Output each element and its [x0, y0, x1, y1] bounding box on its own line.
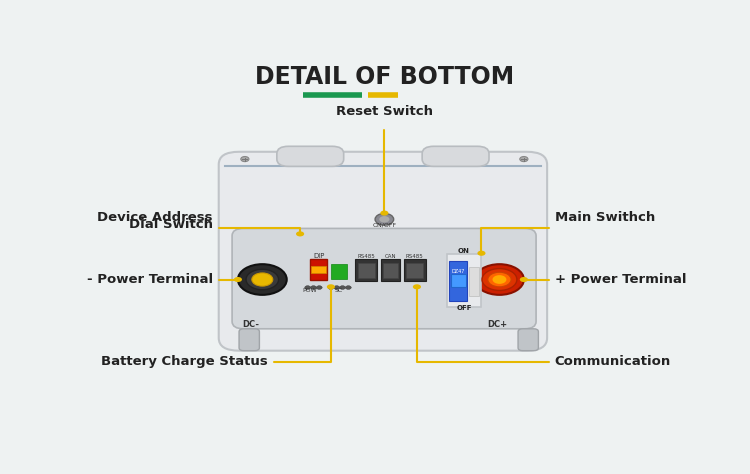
Circle shape: [520, 156, 528, 162]
Circle shape: [246, 269, 278, 290]
FancyBboxPatch shape: [518, 329, 538, 351]
Bar: [383, 263, 398, 278]
Circle shape: [252, 273, 273, 286]
Circle shape: [380, 216, 389, 222]
Bar: [406, 263, 423, 278]
Text: DC-: DC-: [242, 319, 260, 328]
Bar: [404, 259, 426, 282]
Bar: [449, 261, 467, 301]
Bar: [311, 265, 326, 273]
Bar: [451, 274, 466, 287]
Text: RS485: RS485: [358, 255, 375, 259]
Text: ON/OFF: ON/OFF: [372, 222, 397, 227]
Text: ON: ON: [458, 248, 470, 255]
Text: - Power Terminal: - Power Terminal: [87, 273, 213, 286]
Text: DETAIL OF BOTTOM: DETAIL OF BOTTOM: [255, 65, 514, 89]
Text: DIP: DIP: [313, 253, 325, 259]
Circle shape: [234, 277, 242, 282]
Circle shape: [328, 286, 334, 289]
Circle shape: [334, 286, 340, 289]
Text: Dial Switch: Dial Switch: [129, 218, 213, 231]
Circle shape: [327, 284, 335, 289]
FancyBboxPatch shape: [232, 228, 536, 329]
Circle shape: [310, 286, 316, 289]
Text: SC: SC: [335, 288, 344, 293]
Circle shape: [238, 264, 286, 295]
Bar: [331, 264, 347, 279]
Text: CAN: CAN: [384, 255, 396, 259]
Circle shape: [488, 272, 511, 287]
Text: POW: POW: [302, 288, 317, 293]
Text: OFF: OFF: [456, 305, 472, 311]
Text: Communication: Communication: [555, 355, 671, 368]
Circle shape: [493, 275, 506, 284]
Bar: [310, 259, 328, 280]
Circle shape: [380, 210, 388, 216]
Text: DC+: DC+: [488, 319, 508, 328]
Circle shape: [304, 286, 310, 289]
Text: Battery Charge Status: Battery Charge Status: [101, 355, 268, 368]
Bar: [358, 263, 375, 278]
Circle shape: [477, 251, 485, 256]
Circle shape: [316, 286, 322, 289]
Bar: [446, 254, 482, 307]
FancyBboxPatch shape: [239, 329, 260, 351]
FancyBboxPatch shape: [422, 146, 489, 166]
Text: DZ47: DZ47: [452, 269, 465, 274]
Circle shape: [340, 286, 346, 289]
Circle shape: [475, 264, 524, 295]
Bar: [381, 259, 400, 282]
Circle shape: [520, 277, 528, 282]
Circle shape: [346, 286, 351, 289]
Text: Reset Switch: Reset Switch: [336, 105, 433, 118]
Text: RS485: RS485: [406, 255, 424, 259]
Text: Main Swithch: Main Swithch: [555, 211, 655, 224]
Text: Device Address: Device Address: [98, 211, 213, 224]
Text: + Power Terminal: + Power Terminal: [555, 273, 686, 286]
FancyBboxPatch shape: [277, 146, 344, 166]
Circle shape: [375, 213, 394, 225]
Bar: [356, 259, 377, 282]
FancyBboxPatch shape: [219, 152, 547, 351]
Circle shape: [482, 269, 517, 291]
Circle shape: [296, 231, 304, 237]
Bar: [469, 267, 479, 296]
Circle shape: [413, 284, 421, 289]
Circle shape: [241, 156, 249, 162]
